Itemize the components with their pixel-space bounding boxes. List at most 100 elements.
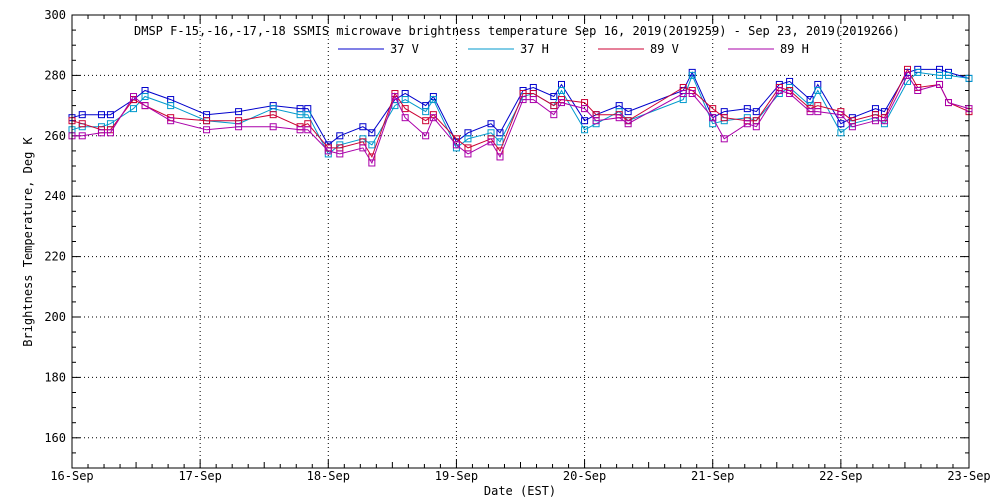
data-point [752,108,760,116]
data-point [368,159,376,167]
data-point [581,105,589,113]
data-point [775,87,783,94]
y-tick-label: 220 [44,250,66,264]
data-point [304,111,312,119]
data-point [944,99,952,107]
data-point [401,105,409,113]
data-point [558,87,566,94]
data-point [141,102,149,110]
data-point [464,135,472,143]
data-point [359,123,367,131]
x-axis-label: Date (EST) [484,484,556,498]
y-axis-label: Brightness Temperature, Deg K [21,136,35,346]
data-point [688,71,696,79]
y-tick-label: 180 [44,370,66,384]
data-point [167,117,175,125]
series-layer [68,65,973,167]
y-tick-label: 200 [44,310,66,324]
data-point [130,105,138,113]
data-point [496,138,504,146]
data-point [203,117,211,125]
data-point [429,114,437,122]
data-point [106,111,114,119]
tick-layer [71,14,970,469]
data-point [296,111,304,119]
data-point [880,117,888,125]
label-layer: 160 180 200 220 240 260 280 300 16-Sep 17-Sep 18-S… [44,8,990,483]
data-point [529,96,537,104]
data-point [391,93,399,101]
legend: 37 V 37 H 89 V 89 H [338,42,809,56]
x-tick-label: 21-Sep [691,469,734,483]
x-tick-label: 18-Sep [307,469,350,483]
data-point [871,117,879,125]
data-point [558,99,566,107]
series-line [71,68,970,159]
data-point [324,147,332,155]
data-point [422,132,430,140]
x-tick-label: 23-Sep [947,469,990,483]
data-point [496,129,504,137]
data-point [837,111,845,119]
data-point [679,90,687,98]
data-point [359,144,367,152]
data-point [401,96,409,104]
legend-label: 37 H [520,42,549,56]
data-point [936,71,944,79]
data-point [368,141,376,149]
data-point [130,93,138,101]
data-point [235,108,243,116]
data-point [550,111,558,119]
legend-label: 89 V [650,42,679,56]
data-point [296,126,304,134]
data-point [97,111,105,119]
data-point [786,90,794,98]
data-point [452,141,460,149]
data-point [496,153,504,161]
data-point [814,108,822,116]
data-point [304,126,312,134]
data-point [720,135,728,143]
grid-layer [72,15,969,468]
data-point [550,93,558,101]
data-point [368,129,376,137]
x-tick-label: 17-Sep [178,469,221,483]
data-point [78,120,86,128]
data-point [944,71,952,79]
series-line [72,74,970,165]
y-tick-label: 280 [44,68,66,82]
data-point [203,126,211,134]
data-point [235,123,243,131]
y-tick-label: 300 [44,8,66,22]
data-point [743,105,751,113]
data-point [269,111,277,119]
data-point [464,150,472,158]
data-point [914,68,922,76]
data-point [709,114,717,122]
data-point [814,87,822,94]
data-point [401,114,409,122]
data-point [624,108,632,116]
data-point [550,102,558,110]
legend-label: 89 H [780,42,809,56]
data-point [592,117,600,125]
series-line [71,68,970,146]
data-point [429,96,437,104]
plot-frame [71,14,970,469]
x-tick-label: 20-Sep [563,469,606,483]
data-point [97,129,105,137]
data-point [688,90,696,98]
data-point [848,123,856,131]
x-tick-label: 19-Sep [435,469,478,483]
data-point [914,87,922,94]
data-point [422,117,430,125]
data-point [269,123,277,131]
data-point [837,129,845,137]
data-point [487,120,495,128]
data-point [141,93,149,101]
data-point [936,80,944,88]
y-tick-label: 240 [44,189,66,203]
series-89-h [68,71,973,167]
